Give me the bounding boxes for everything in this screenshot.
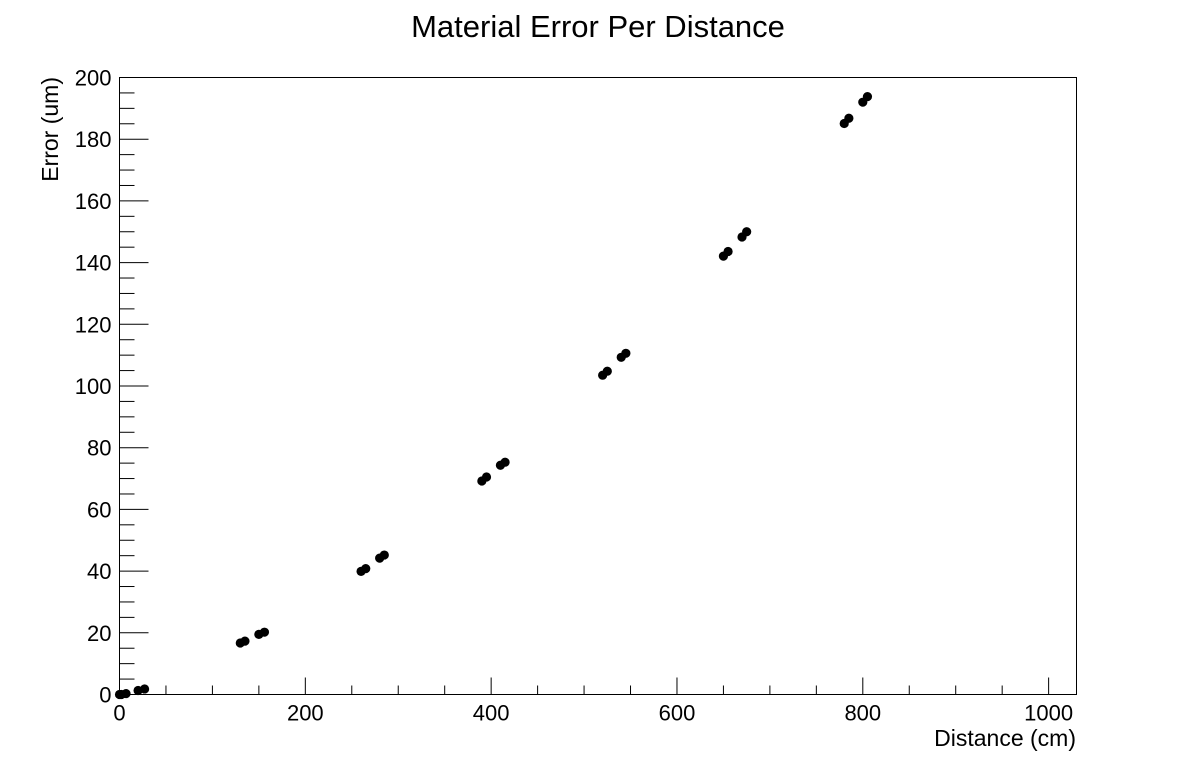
data-points — [114, 92, 873, 700]
x-tick-label: 1000 — [1024, 701, 1073, 726]
y-tick-label: 0 — [99, 683, 111, 708]
x-axis-label: Distance (cm) — [934, 725, 1076, 751]
x-tick-label: 600 — [659, 701, 696, 726]
y-tick-label: 100 — [75, 374, 112, 399]
y-tick-label: 80 — [87, 436, 111, 461]
y-tick-label: 200 — [75, 66, 112, 91]
y-tick-label: 160 — [75, 189, 112, 214]
data-point — [361, 564, 371, 574]
x-axis: 0 200 400 600 800 1000 — [113, 677, 1073, 726]
data-point — [723, 246, 733, 257]
y-tick-label: 120 — [75, 312, 112, 337]
data-point — [259, 627, 270, 637]
y-tick-label: 140 — [75, 251, 112, 276]
data-point — [621, 348, 631, 358]
plot-frame — [119, 77, 1077, 695]
y-tick-label: 180 — [75, 127, 112, 152]
y-axis-label: Error (um) — [37, 77, 63, 182]
data-point — [379, 550, 389, 560]
data-point — [862, 92, 873, 102]
x-tick-label: 800 — [844, 701, 881, 726]
x-tick-label: 200 — [287, 701, 324, 726]
x-tick-label: 0 — [113, 701, 125, 726]
y-tick-label: 40 — [87, 559, 111, 584]
data-point — [139, 684, 150, 694]
data-point — [481, 472, 492, 482]
data-point — [844, 113, 854, 123]
y-tick-label: 60 — [87, 497, 111, 522]
y-axis: 0 20 40 60 80 100 120 140 160 180 200 — [75, 66, 149, 708]
x-tick-label: 400 — [473, 701, 510, 726]
data-point — [742, 227, 752, 237]
chart-title: Material Error Per Distance — [411, 9, 785, 44]
data-point — [500, 457, 510, 467]
data-point — [240, 636, 250, 646]
data-point — [602, 366, 612, 376]
data-point — [121, 688, 131, 699]
y-tick-label: 20 — [87, 621, 111, 646]
